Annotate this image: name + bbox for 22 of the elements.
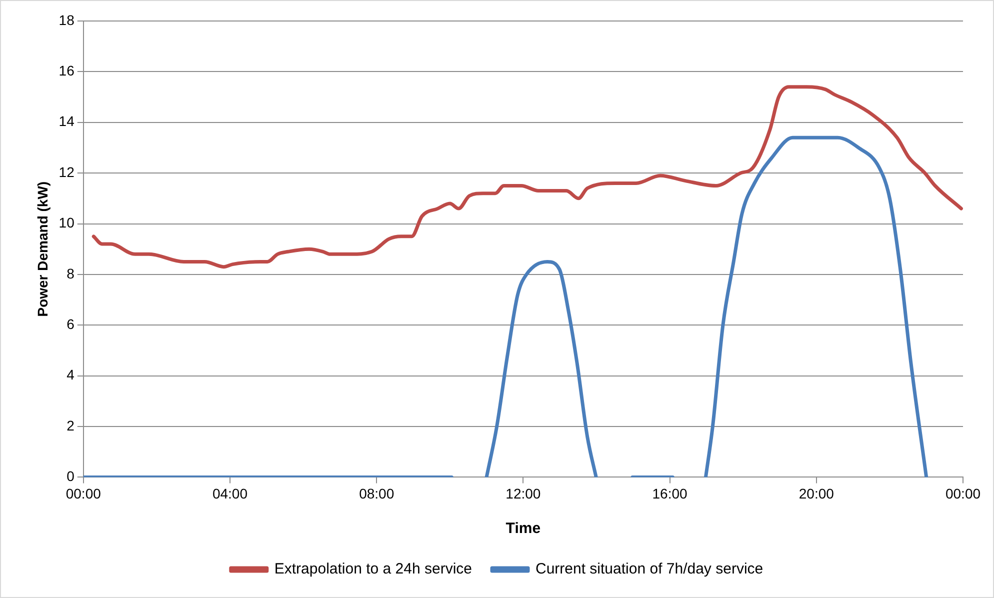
x-tick-label: 12:00 [506, 485, 541, 502]
x-tick-label: 08:00 [359, 485, 394, 502]
x-tick-label: 00:00 [945, 485, 981, 502]
y-tick-label: 10 [58, 214, 75, 231]
y-axis-title: Power Demand (kW) [34, 181, 50, 317]
x-axis-title: Time [506, 520, 541, 538]
y-tick-label: 14 [58, 113, 75, 130]
y-tick-label: 2 [66, 417, 75, 434]
y-tick-label: 16 [58, 62, 75, 79]
y-tick-label: 6 [66, 316, 75, 332]
x-tick-label: 00:00 [66, 485, 102, 502]
y-tick-label: 8 [66, 265, 75, 282]
x-tick-label: 04:00 [212, 485, 248, 502]
x-tick-label: 20:00 [798, 485, 834, 502]
y-tick-label: 12 [58, 164, 75, 180]
line-series [92, 85, 963, 269]
x-tick-label: 16:00 [652, 485, 688, 502]
legend-label: Extrapolation to a 24h service [274, 560, 472, 578]
legend-label: Current situation of 7h/day service [536, 560, 764, 578]
y-tick-label: 18 [58, 12, 75, 28]
y-tick-label: 0 [66, 468, 75, 484]
y-tick-label: 4 [66, 366, 75, 383]
